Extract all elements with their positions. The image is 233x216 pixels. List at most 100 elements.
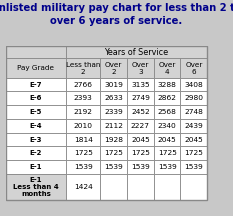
Text: 1928: 1928 [104,137,123,143]
Bar [66,133,100,146]
Text: Less than
2: Less than 2 [66,62,100,75]
Text: 2340: 2340 [158,123,177,129]
Bar [127,78,154,91]
Text: E-7: E-7 [30,82,42,88]
Text: 1539: 1539 [74,164,93,170]
Text: E-5: E-5 [30,109,42,115]
Bar [6,59,66,78]
Bar [181,133,207,146]
Text: 2339: 2339 [104,109,123,115]
Text: 3019: 3019 [104,82,123,88]
Bar [100,146,127,160]
Text: 2452: 2452 [131,109,150,115]
Bar [181,146,207,160]
Text: 3288: 3288 [158,82,177,88]
Text: E-2: E-2 [30,150,42,156]
Text: 3135: 3135 [131,82,150,88]
Bar [100,119,127,133]
Bar [6,46,66,59]
Bar [154,91,181,105]
Bar [6,105,66,119]
Bar [66,174,100,200]
Text: 2112: 2112 [104,123,123,129]
Bar [66,46,207,59]
Bar [6,119,66,133]
Text: 2192: 2192 [74,109,93,115]
Bar [154,119,181,133]
Bar [154,105,181,119]
Bar [181,160,207,174]
Bar [154,59,181,78]
Text: 1725: 1725 [104,150,123,156]
Bar [154,78,181,91]
Text: 2010: 2010 [74,123,93,129]
Bar [66,146,100,160]
Text: 1539: 1539 [104,164,123,170]
Text: Over
3: Over 3 [132,62,149,75]
Bar [127,174,154,200]
Bar [66,78,100,91]
Bar [181,174,207,200]
Text: 2862: 2862 [158,95,177,101]
Text: 1725: 1725 [74,150,93,156]
Text: 1539: 1539 [158,164,177,170]
Text: 1424: 1424 [74,184,93,190]
Bar [66,119,100,133]
Text: E-6: E-6 [30,95,42,101]
Bar [181,78,207,91]
Text: 1725: 1725 [184,150,203,156]
Text: 2045: 2045 [185,137,203,143]
Bar [100,78,127,91]
Text: 2748: 2748 [184,109,203,115]
Text: Pay Grade: Pay Grade [17,65,54,71]
Text: E-1: E-1 [30,164,42,170]
Bar [6,133,66,146]
Bar [100,91,127,105]
Bar [127,119,154,133]
Text: 2439: 2439 [185,123,203,129]
Bar [6,160,66,174]
Bar [154,160,181,174]
Text: 2568: 2568 [158,109,177,115]
Bar [6,78,66,91]
Text: E-3: E-3 [30,137,42,143]
Bar [6,174,66,200]
Text: 1539: 1539 [185,164,203,170]
Text: 2980: 2980 [184,95,203,101]
Bar [66,91,100,105]
Bar [127,105,154,119]
Bar [181,91,207,105]
Text: E-1
Less than 4
months: E-1 Less than 4 months [13,177,59,197]
Text: 2633: 2633 [104,95,123,101]
Bar [100,133,127,146]
Bar [127,160,154,174]
Bar [127,59,154,78]
Bar [127,133,154,146]
Text: Over
6: Over 6 [185,62,202,75]
Bar [100,174,127,200]
Text: 1539: 1539 [131,164,150,170]
Text: 2766: 2766 [74,82,93,88]
Bar [66,160,100,174]
Text: 1725: 1725 [131,150,150,156]
Bar [127,146,154,160]
Text: 2045: 2045 [158,137,177,143]
Bar [6,146,66,160]
Text: E-4: E-4 [30,123,42,129]
Text: 3408: 3408 [185,82,203,88]
Text: Over
4: Over 4 [158,62,176,75]
Text: Over
2: Over 2 [105,62,122,75]
Bar [154,133,181,146]
Bar [66,105,100,119]
Text: 2393: 2393 [74,95,93,101]
Text: 2045: 2045 [131,137,150,143]
Bar [66,59,100,78]
Bar [154,174,181,200]
Bar [154,146,181,160]
Bar [100,105,127,119]
Text: 2227: 2227 [131,123,150,129]
Text: 1814: 1814 [74,137,93,143]
Text: 2749: 2749 [131,95,150,101]
Text: 1725: 1725 [158,150,177,156]
Bar [181,105,207,119]
